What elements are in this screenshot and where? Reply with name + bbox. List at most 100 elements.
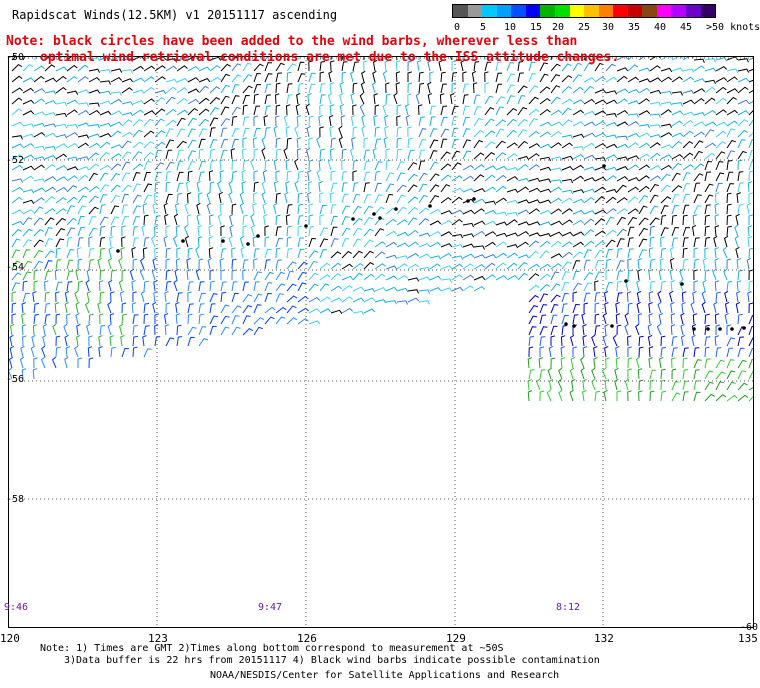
wind-barb xyxy=(231,138,239,149)
wind-barb xyxy=(187,281,194,292)
wind-barb xyxy=(704,97,716,105)
wind-barb xyxy=(231,170,238,182)
wind-barb xyxy=(152,301,157,314)
wind-barb xyxy=(415,92,420,105)
wind-barb xyxy=(572,146,584,151)
wind-barb xyxy=(627,56,638,61)
wind-barb xyxy=(55,143,68,149)
wind-barb xyxy=(638,346,644,358)
wind-barb xyxy=(682,119,694,127)
wind-barb xyxy=(594,196,606,204)
wind-barb xyxy=(374,241,386,248)
wind-barb xyxy=(693,78,706,83)
wind-barb xyxy=(66,205,75,215)
wind-barb xyxy=(669,246,675,259)
wind-barb xyxy=(176,160,184,171)
wind-barb xyxy=(660,335,666,347)
wind-barb xyxy=(407,82,413,94)
wind-barb xyxy=(704,346,710,358)
wind-barb xyxy=(670,280,675,292)
wind-barb xyxy=(55,335,61,347)
wind-barb xyxy=(473,129,485,138)
wind-barb xyxy=(561,85,573,94)
wind-barb xyxy=(231,281,238,292)
wind-barb xyxy=(737,159,743,171)
wind-barb xyxy=(396,148,402,160)
wind-barb xyxy=(143,110,156,116)
wind-barb xyxy=(472,82,478,94)
wind-barb xyxy=(110,216,120,226)
wind-barb xyxy=(220,248,227,259)
wind-barb xyxy=(550,271,560,281)
wind-barb xyxy=(253,56,258,61)
wind-barb xyxy=(121,78,134,83)
wind-barb xyxy=(495,232,508,238)
wind-barb xyxy=(132,258,138,270)
wind-barb xyxy=(165,193,173,204)
wind-barb xyxy=(594,56,605,61)
wind-barb xyxy=(88,152,100,160)
wind-barb xyxy=(583,110,596,116)
wind-barb xyxy=(253,258,258,270)
wind-barb xyxy=(217,180,222,193)
wind-barb xyxy=(704,152,716,160)
wind-barb xyxy=(440,278,452,283)
wind-barb xyxy=(88,259,95,270)
wind-barb xyxy=(539,97,551,105)
wind-barb xyxy=(407,60,413,72)
wind-barb xyxy=(550,109,562,116)
wind-barb xyxy=(649,65,661,72)
wind-barb xyxy=(143,65,155,72)
wind-barb xyxy=(22,123,35,128)
wind-barb xyxy=(231,84,240,94)
wind-barb xyxy=(121,140,132,149)
wind-barb xyxy=(264,159,270,171)
wind-barb xyxy=(506,84,515,94)
wind-barb xyxy=(396,206,407,215)
wind-barb xyxy=(660,184,671,193)
wind-barb xyxy=(638,335,644,347)
wind-barb xyxy=(84,301,90,314)
wind-barb xyxy=(121,236,126,248)
legend-swatch xyxy=(554,5,570,17)
wind-barb xyxy=(747,291,752,303)
wind-barb xyxy=(154,181,160,193)
wind-barb xyxy=(616,135,628,141)
wind-barb xyxy=(220,138,229,149)
wind-barb xyxy=(374,228,385,237)
wind-barb xyxy=(262,169,268,182)
wind-barb xyxy=(44,238,53,248)
wind-barb xyxy=(682,140,694,149)
wind-barb xyxy=(363,137,369,149)
wind-barb xyxy=(131,247,136,259)
wind-barb xyxy=(185,180,191,193)
wind-barb xyxy=(714,203,719,215)
wind-barb xyxy=(11,282,20,292)
wind-barb xyxy=(439,56,442,61)
wind-barb xyxy=(660,280,667,292)
wind-barb xyxy=(264,225,269,237)
wind-barb xyxy=(209,315,219,325)
wind-barb xyxy=(539,73,549,83)
wind-barb xyxy=(220,304,230,314)
lat-label-50: -50 xyxy=(6,52,25,63)
wind-barb xyxy=(198,192,203,204)
wind-barb xyxy=(385,159,391,171)
wind-barb xyxy=(693,380,700,391)
wind-barb xyxy=(418,116,426,127)
quality-flag-dot xyxy=(394,207,398,211)
wind-barb xyxy=(583,188,596,193)
wind-barb xyxy=(132,151,143,160)
wind-barb xyxy=(517,261,528,270)
wind-barb xyxy=(658,268,664,281)
wind-barb xyxy=(239,235,245,248)
wind-barb xyxy=(451,105,459,116)
wind-barb xyxy=(55,112,68,118)
wind-barb xyxy=(176,57,189,63)
footer-note-1: Note: 1) Times are GMT 2)Times along bot… xyxy=(40,643,504,654)
wind-barb-map xyxy=(8,56,754,628)
wind-barb xyxy=(495,197,507,204)
wind-barb xyxy=(583,154,596,160)
wind-barb xyxy=(605,216,615,226)
wind-barb xyxy=(154,97,166,105)
